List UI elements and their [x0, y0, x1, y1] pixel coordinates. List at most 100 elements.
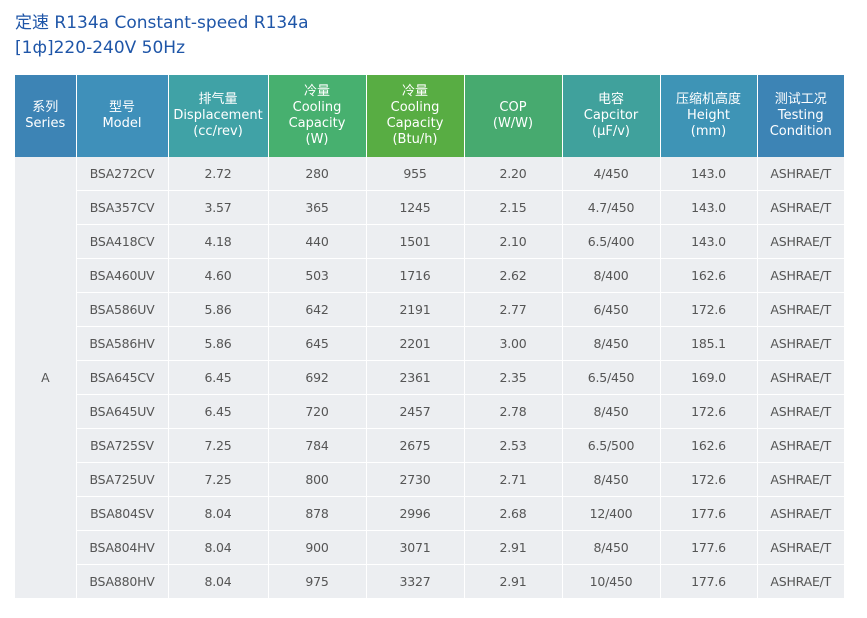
header-cooling-capacity-btu: 冷量 Cooling Capacity (Btu/h): [366, 75, 465, 157]
cell-cooling-w: 642: [268, 292, 367, 327]
spec-table: 系列 Series 型号 Model 排气量 Displacement (cc/rev) 冷量…: [15, 75, 844, 599]
cell-capacitor: 12/400: [562, 496, 661, 531]
table-row: BSA645CV 6.45 692 2361 2.35 6.5/450 169.0 ASHRA…: [15, 360, 844, 395]
cell-cop: 2.68: [464, 496, 563, 531]
header-line: COP: [499, 100, 527, 115]
header-cooling-capacity-w: 冷量 Cooling Capacity (W): [268, 75, 367, 157]
header-series: 系列 Series: [15, 75, 77, 157]
cell-cooling-btu: 2996: [366, 496, 465, 531]
header-line: (W/W): [492, 116, 534, 131]
cell-model: BSA880HV: [76, 564, 169, 599]
cell-cop: 2.15: [464, 190, 563, 225]
cell-model: BSA272CV: [76, 157, 169, 191]
cell-cooling-btu: 1245: [366, 190, 465, 225]
cell-displacement: 4.18: [168, 224, 269, 259]
cell-cop: 2.78: [464, 394, 563, 429]
header-line: (cc/rev): [193, 124, 243, 139]
cell-height: 162.6: [660, 258, 758, 293]
cell-cooling-w: 503: [268, 258, 367, 293]
cell-capacitor: 8/400: [562, 258, 661, 293]
cell-height: 143.0: [660, 157, 758, 191]
cell-cooling-w: 280: [268, 157, 367, 191]
cell-cooling-w: 720: [268, 394, 367, 429]
cell-capacitor: 8/450: [562, 394, 661, 429]
cell-cooling-w: 878: [268, 496, 367, 531]
cell-cooling-w: 645: [268, 326, 367, 361]
cell-model: BSA418CV: [76, 224, 169, 259]
cell-model: BSA804SV: [76, 496, 169, 531]
cell-height: 143.0: [660, 190, 758, 225]
header-line: Cooling: [292, 100, 342, 115]
cell-cooling-btu: 1501: [366, 224, 465, 259]
cell-displacement: 7.25: [168, 462, 269, 497]
table-row: BSA725UV 7.25 800 2730 2.71 8/450 172.6 ASHRAE/…: [15, 462, 844, 497]
header-line: 冷量: [401, 84, 428, 99]
cell-displacement: 7.25: [168, 428, 269, 463]
series-cell: A: [15, 157, 77, 599]
cell-cooling-btu: 1716: [366, 258, 465, 293]
header-line: (mm): [690, 124, 727, 139]
cell-model: BSA804HV: [76, 530, 169, 565]
header-line: Height: [687, 108, 730, 123]
table-row: BSA804HV 8.04 900 3071 2.91 8/450 177.6 ASHRAE/…: [15, 530, 844, 565]
cell-model: BSA645UV: [76, 394, 169, 429]
header-line: Testing: [777, 108, 824, 123]
header-line: (Btu/h): [392, 132, 438, 147]
table-row: A BSA272CV 2.72 280 955 2.20 4/450 143.0 ASHRAE/…: [15, 157, 844, 599]
cell-height: 177.6: [660, 564, 758, 599]
header-line: 型号: [108, 100, 135, 115]
page-title: 定速 R134a Constant-speed R134a: [15, 13, 309, 33]
table-row: BSA460UV 4.60 503 1716 2.62 8/400 162.6 ASHRAE/…: [15, 258, 844, 293]
cell-capacitor: 6/450: [562, 292, 661, 327]
cell-testing-condition: ASHRAE/T: [757, 360, 844, 395]
cell-cop: 2.53: [464, 428, 563, 463]
cell-cooling-btu: 3327: [366, 564, 465, 599]
cell-cooling-btu: 2457: [366, 394, 465, 429]
cell-capacitor: 6.5/450: [562, 360, 661, 395]
cell-cop: 2.10: [464, 224, 563, 259]
cell-cooling-w: 784: [268, 428, 367, 463]
cell-cooling-btu: 955: [366, 157, 465, 191]
cell-displacement: 5.86: [168, 292, 269, 327]
cell-model: BSA725UV: [76, 462, 169, 497]
header-line: 压缩机高度: [675, 92, 741, 107]
cell-cooling-btu: 2675: [366, 428, 465, 463]
cell-capacitor: 4/450: [562, 157, 661, 191]
header-line: Condition: [769, 124, 832, 139]
header-line: Displacement: [173, 108, 263, 123]
cell-cooling-w: 800: [268, 462, 367, 497]
header-line: Capacity: [386, 116, 444, 131]
header-line: 电容: [597, 92, 624, 107]
header-line: 排气量: [198, 92, 238, 107]
cell-model: BSA586HV: [76, 326, 169, 361]
cell-height: 162.6: [660, 428, 758, 463]
table-row: BSA645UV 6.45 720 2457 2.78 8/450 172.6 ASHRAE/…: [15, 394, 844, 429]
header-line: 系列: [32, 100, 59, 115]
cell-cop: 2.91: [464, 564, 563, 599]
cell-cop: 2.91: [464, 530, 563, 565]
table-row: BSA418CV 4.18 440 1501 2.10 6.5/400 143.0 ASHRA…: [15, 224, 844, 259]
cell-cooling-btu: 2730: [366, 462, 465, 497]
header-line: Cooling: [390, 100, 440, 115]
cell-cop: 2.62: [464, 258, 563, 293]
header-testing-condition: 测试工况 Testing Condition: [757, 75, 844, 157]
table-body: A BSA272CV 2.72 280 955 2.20 4/450 143.0 ASHRAE/…: [15, 157, 844, 599]
cell-displacement: 2.72: [168, 157, 269, 191]
cell-cooling-btu: 2201: [366, 326, 465, 361]
cell-capacitor: 8/450: [562, 530, 661, 565]
cell-height: 169.0: [660, 360, 758, 395]
header-line: Capacity: [288, 116, 346, 131]
cell-height: 185.1: [660, 326, 758, 361]
cell-testing-condition: ASHRAE/T: [757, 258, 844, 293]
cell-testing-condition: ASHRAE/T: [757, 428, 844, 463]
cell-model: BSA357CV: [76, 190, 169, 225]
cell-testing-condition: ASHRAE/T: [757, 496, 844, 531]
cell-cooling-btu: 2361: [366, 360, 465, 395]
table-row: BSA586UV 5.86 642 2191 2.77 6/450 172.6 ASHRAE/…: [15, 292, 844, 327]
header-line: Model: [102, 116, 142, 131]
spec-table-container: 系列 Series 型号 Model 排气量 Displacement (cc/rev) 冷量…: [15, 75, 844, 599]
cell-cooling-w: 975: [268, 564, 367, 599]
cell-height: 177.6: [660, 530, 758, 565]
table-header-row: 系列 Series 型号 Model 排气量 Displacement (cc/rev) 冷量…: [15, 75, 844, 157]
cell-cooling-btu: 3071: [366, 530, 465, 565]
